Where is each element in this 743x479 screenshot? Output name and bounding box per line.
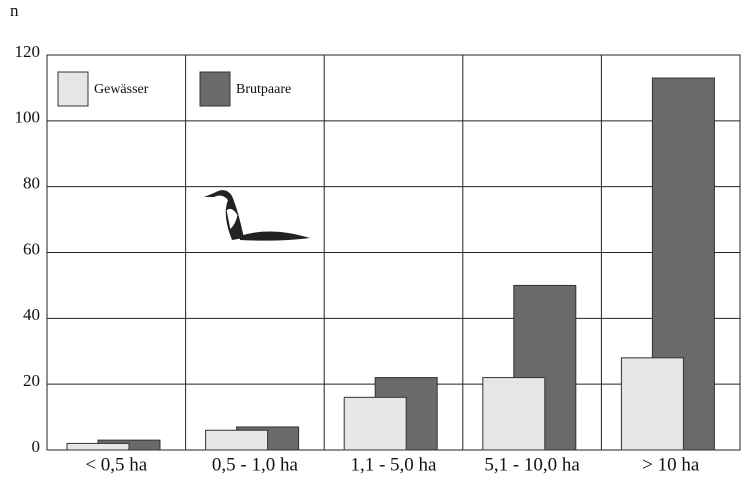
y-tick-label: 20 — [23, 371, 40, 390]
y-tick-label: 100 — [15, 108, 41, 127]
y-tick-label: 60 — [23, 239, 40, 258]
legend-label: Brutpaare — [236, 82, 291, 97]
x-tick-label: 1,1 - 5,0 ha — [350, 454, 437, 475]
bar — [205, 429, 269, 451]
y-tick-label: 120 — [15, 42, 41, 61]
y-tick-label: 80 — [23, 174, 40, 193]
y-axis-label: n — [10, 1, 19, 20]
x-tick-label: < 0,5 ha — [85, 454, 147, 475]
bar — [620, 357, 684, 451]
y-tick-label: 40 — [23, 305, 40, 324]
grebe-icon — [204, 190, 310, 241]
legend-label: Gewässer — [94, 82, 149, 97]
legend-swatch — [199, 71, 231, 107]
bar — [343, 396, 407, 451]
legend-swatch — [57, 71, 89, 107]
x-tick-label: 5,1 - 10,0 ha — [484, 454, 580, 475]
bar — [482, 377, 546, 451]
x-tick-label: > 10 ha — [642, 454, 700, 475]
bar — [66, 442, 130, 451]
y-tick-label: 0 — [32, 437, 41, 456]
x-tick-label: 0,5 - 1,0 ha — [212, 454, 299, 475]
